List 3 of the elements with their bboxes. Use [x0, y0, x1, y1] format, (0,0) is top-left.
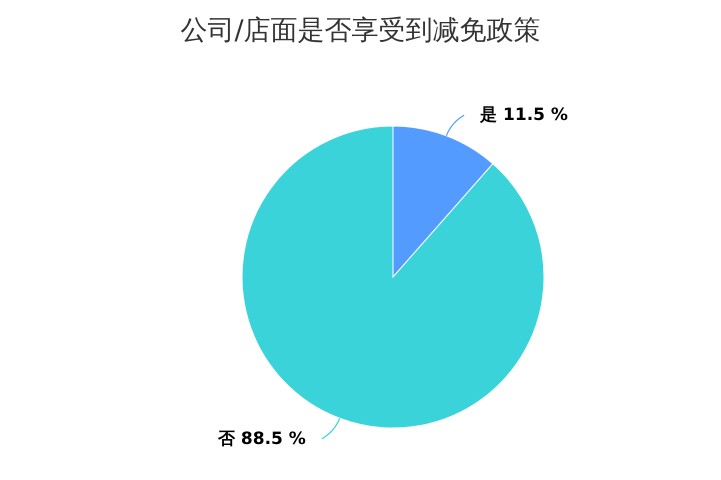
slice-label: 否 88.5 %	[217, 428, 306, 449]
slice-label: 是 11.5 %	[479, 105, 568, 126]
chart-title: 公司/店面是否享受到减免政策	[179, 14, 542, 48]
